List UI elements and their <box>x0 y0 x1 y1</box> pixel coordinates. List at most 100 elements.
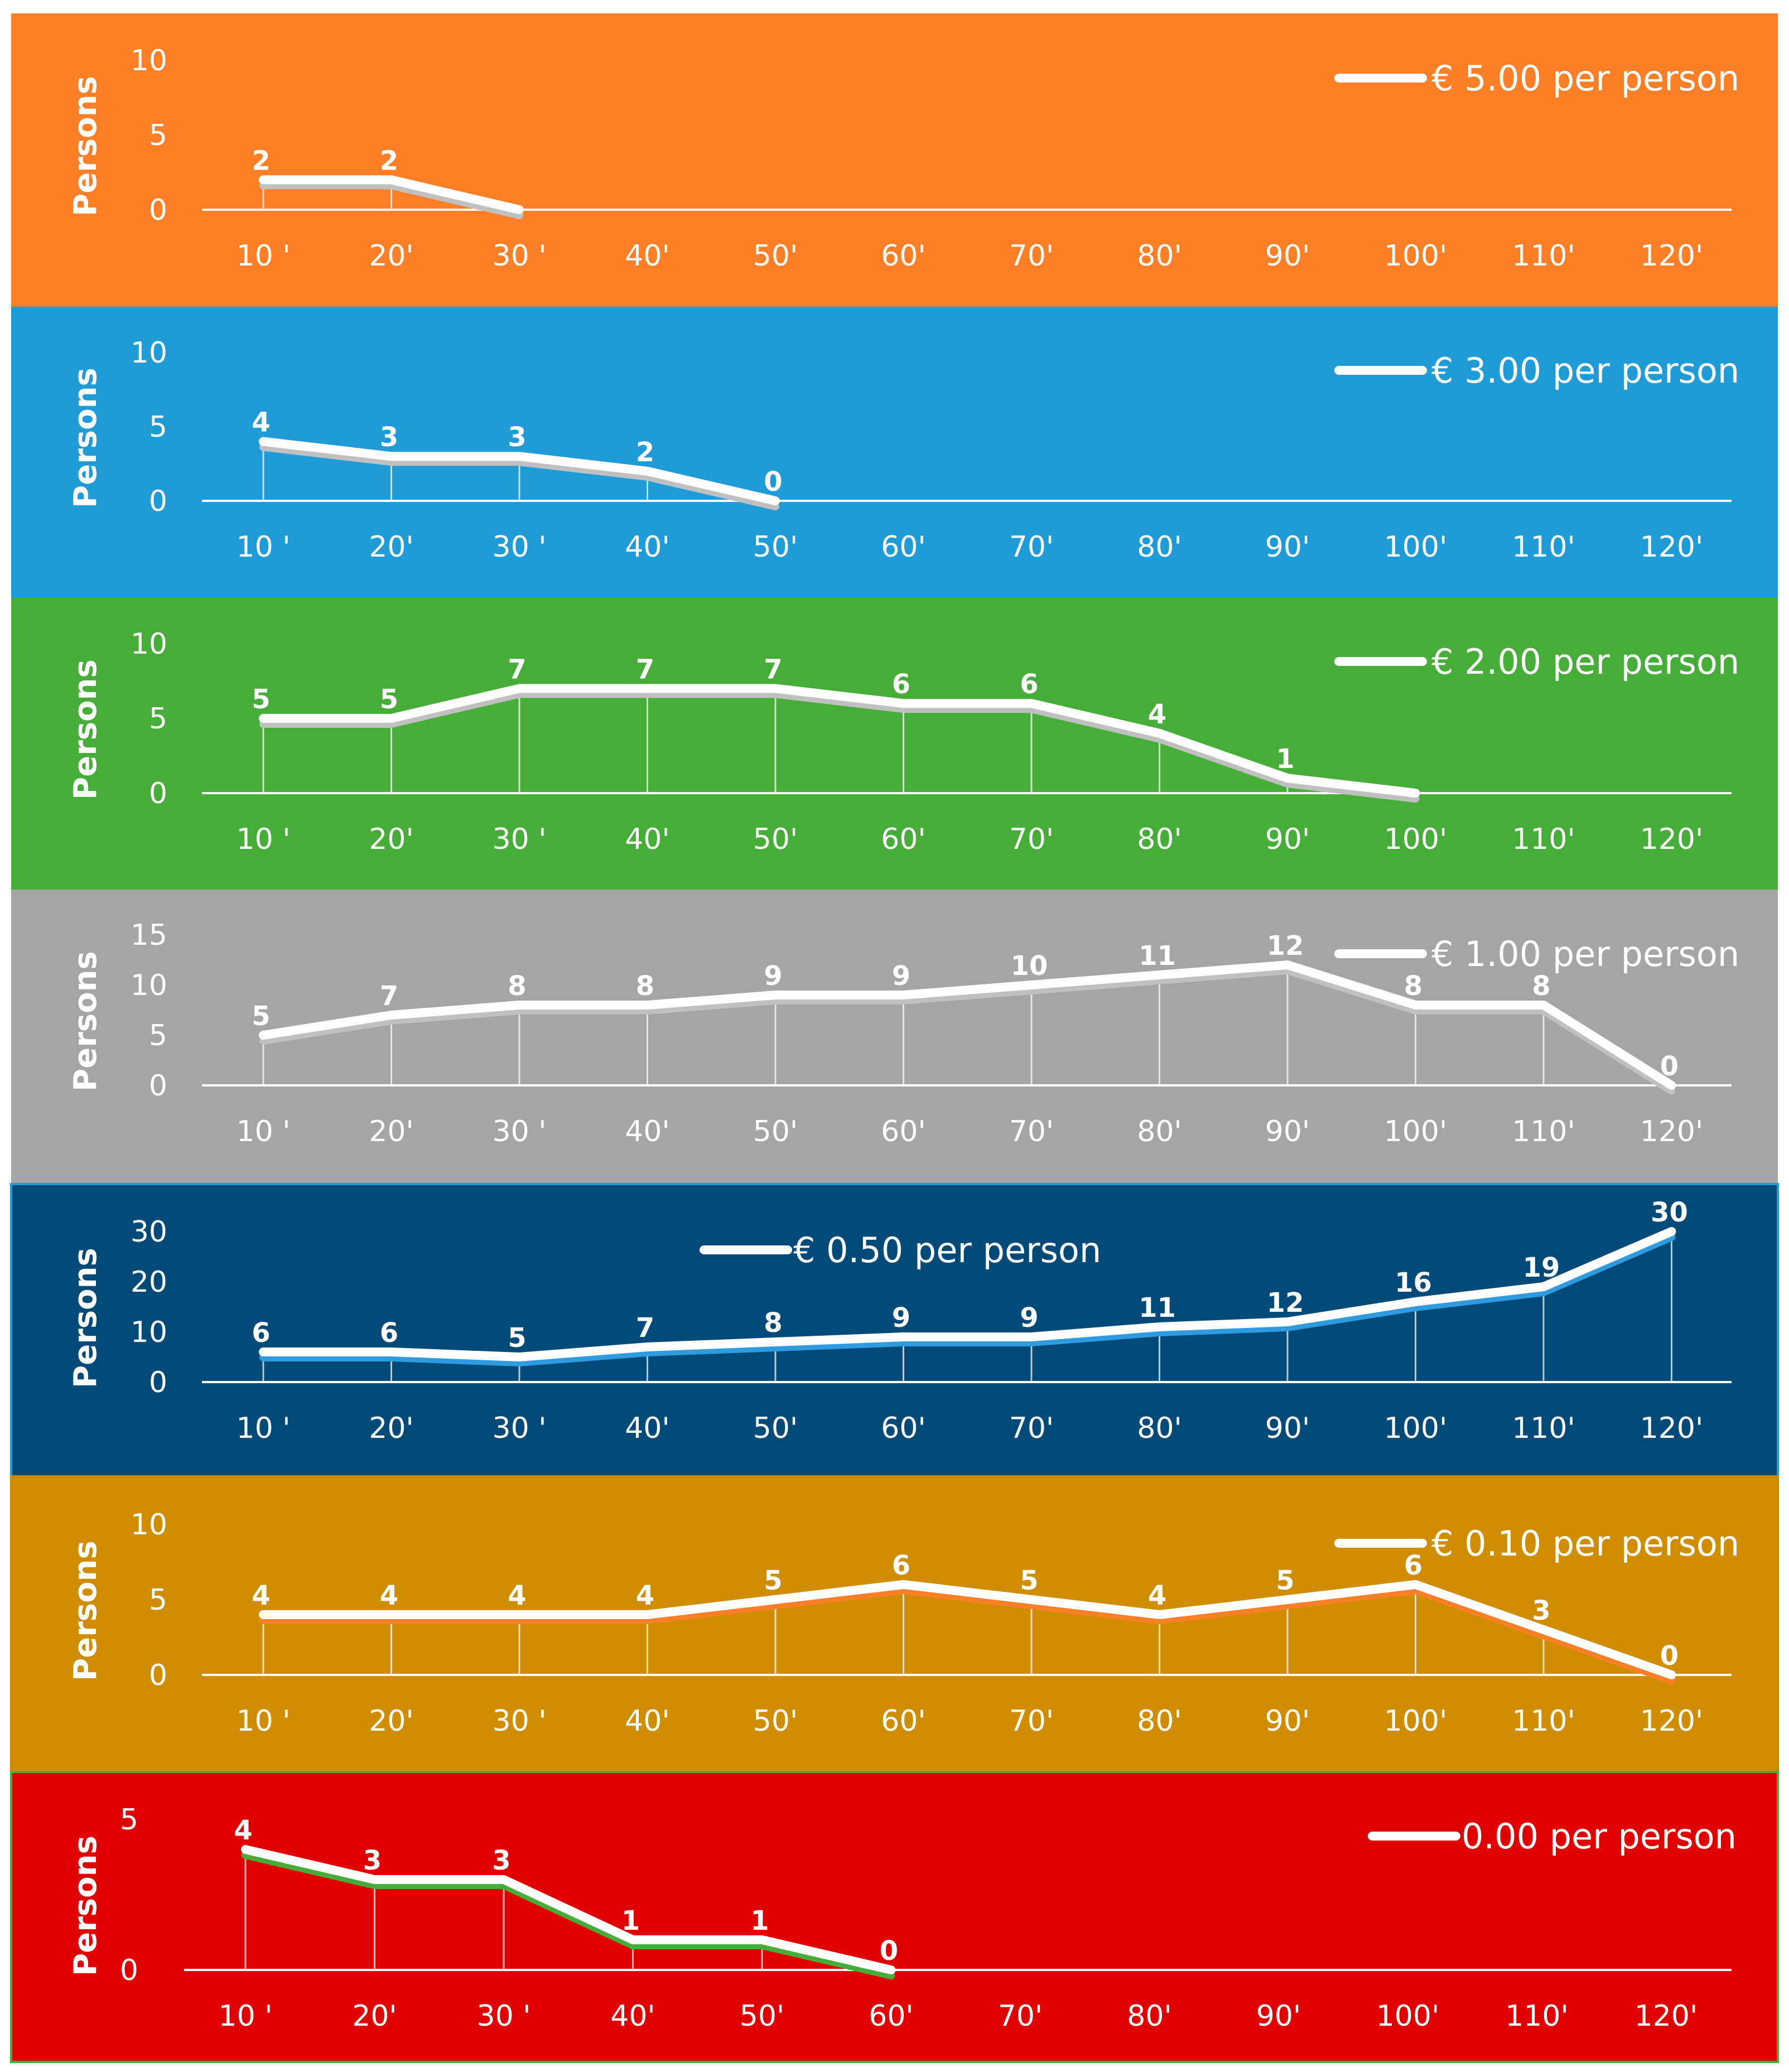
data-label: 7 <box>508 654 526 685</box>
data-label: 4 <box>1148 699 1166 730</box>
x-tick-label: 50' <box>753 823 798 856</box>
data-point <box>1412 1298 1419 1305</box>
data-label: 5 <box>252 1001 270 1032</box>
x-tick-label: 30 ' <box>493 530 547 564</box>
x-tick-label: 100' <box>1384 239 1448 273</box>
data-point <box>1156 1611 1163 1618</box>
y-tick-label: 5 <box>149 119 167 152</box>
series-line <box>259 960 1676 1090</box>
x-tick-label: 20' <box>369 1412 413 1445</box>
series-line-shadow <box>259 1233 1676 1366</box>
y-tick-label: 10 <box>131 969 167 1002</box>
x-tick-label: 50' <box>753 1412 798 1445</box>
data-point <box>260 1032 267 1039</box>
x-tick-label: 100' <box>1384 530 1448 564</box>
y-axis-label: Persons <box>67 951 104 1091</box>
y-axis-label: Persons <box>67 659 104 800</box>
data-point <box>516 1354 523 1360</box>
data-point <box>516 206 523 213</box>
data-label: 3 <box>492 1845 510 1876</box>
data-point <box>260 438 267 445</box>
x-tick-label: 100' <box>1384 1115 1448 1148</box>
data-label: 9 <box>1020 1302 1038 1334</box>
y-tick-label: 20 <box>131 1266 167 1299</box>
legend-label: € 1.00 per person <box>1431 934 1739 974</box>
x-tick-label: 20' <box>352 1999 397 2033</box>
data-label: 6 <box>380 1317 398 1349</box>
x-tick-label: 10 ' <box>237 239 291 273</box>
data-point <box>759 1936 765 1943</box>
data-point <box>1156 730 1163 737</box>
data-point <box>772 1339 779 1345</box>
data-label: 2 <box>252 145 270 176</box>
data-label: 4 <box>508 1580 526 1611</box>
x-tick-label: 60' <box>881 1704 925 1738</box>
data-point <box>644 1611 651 1618</box>
data-point <box>1668 1672 1675 1678</box>
data-label: 12 <box>1267 930 1304 962</box>
data-point <box>1156 1324 1163 1330</box>
data-label: 9 <box>764 960 782 992</box>
legend-label: € 0.50 per person <box>793 1230 1101 1271</box>
data-label: 0 <box>764 466 782 498</box>
data-label: 1 <box>1276 743 1294 775</box>
data-point <box>516 453 523 460</box>
y-tick-label: 0 <box>149 194 167 227</box>
data-label: 1 <box>750 1905 769 1936</box>
data-label: 6 <box>1404 1550 1422 1581</box>
x-tick-label: 40' <box>610 1999 655 2033</box>
x-tick-label: 80' <box>1137 823 1182 856</box>
data-point <box>1540 1626 1547 1633</box>
x-tick-label: 80' <box>1127 1999 1171 2033</box>
x-tick-label: 30 ' <box>493 1704 547 1738</box>
data-point <box>644 1002 651 1008</box>
data-point <box>516 1002 523 1008</box>
data-label: 30 <box>1651 1197 1688 1228</box>
x-tick-label: 60' <box>881 239 925 273</box>
data-point <box>371 1876 378 1883</box>
data-point <box>516 685 523 692</box>
x-tick-label: 40' <box>625 530 669 564</box>
data-label: 5 <box>764 1565 782 1596</box>
x-tick-label: 110' <box>1512 530 1575 564</box>
x-tick-label: 30 ' <box>477 1999 531 2033</box>
y-tick-label: 0 <box>149 1366 167 1399</box>
y-tick-label: 0 <box>149 485 167 518</box>
data-point <box>772 498 779 504</box>
series-line <box>259 1227 1676 1361</box>
data-point <box>388 1611 395 1618</box>
data-point <box>242 1846 249 1853</box>
x-tick-label: 10 ' <box>237 1704 291 1738</box>
x-tick-label: 80' <box>1137 1115 1182 1148</box>
x-tick-label: 70' <box>1009 239 1054 273</box>
data-point <box>1412 1581 1419 1588</box>
data-label: 4 <box>234 1815 252 1846</box>
data-point <box>1668 1228 1675 1235</box>
chart-panel-1: Persons 0 5 10 10 ' 20' 30 ' 40' 50' 60' 70' 80' 90'… <box>11 13 1778 307</box>
x-tick-label: 80' <box>1137 1704 1182 1738</box>
data-point <box>500 1876 507 1883</box>
data-label: 4 <box>1148 1580 1166 1611</box>
x-tick-label: 50' <box>753 1115 798 1148</box>
data-point <box>388 715 395 722</box>
data-point <box>260 715 267 722</box>
data-point <box>260 1349 267 1355</box>
x-tick-label: 90' <box>1265 530 1310 564</box>
x-tick-label: 120' <box>1640 530 1704 564</box>
data-label: 11 <box>1139 940 1176 972</box>
data-label: 5 <box>380 684 398 715</box>
x-tick-label: 70' <box>1009 1704 1054 1738</box>
data-label: 8 <box>636 970 654 1002</box>
data-point <box>900 700 907 707</box>
series-line <box>241 1845 896 1974</box>
data-label: 6 <box>892 1550 910 1581</box>
x-tick-label: 20' <box>369 239 413 273</box>
x-tick-label: 40' <box>625 239 669 273</box>
data-point <box>1284 775 1291 782</box>
y-axis-label: Persons <box>67 1836 104 1976</box>
x-tick-label: 100' <box>1376 1999 1440 2033</box>
data-label: 1 <box>621 1905 640 1936</box>
x-tick-label: 90' <box>1265 1115 1310 1148</box>
x-tick-label: 20' <box>369 1115 413 1148</box>
